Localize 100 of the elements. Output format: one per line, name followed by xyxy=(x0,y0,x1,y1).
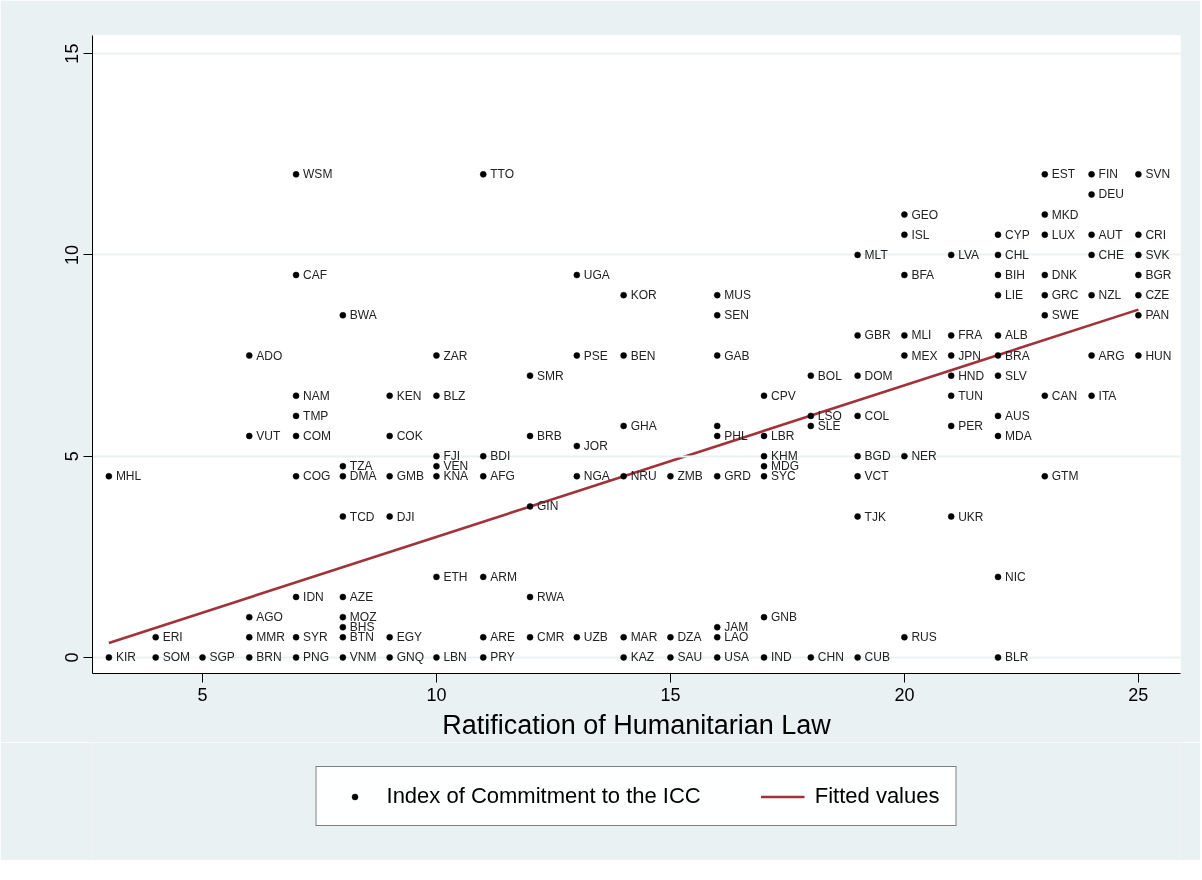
data-label: NIC xyxy=(1005,569,1026,584)
data-label: LVA xyxy=(958,247,980,262)
data-label: CYP xyxy=(1005,227,1030,242)
data-label: TUN xyxy=(958,388,983,403)
data-label: PSE xyxy=(583,348,608,363)
data-label: FRA xyxy=(958,328,983,343)
data-label: BOL xyxy=(817,368,843,383)
data-label: ALB xyxy=(1005,328,1028,343)
data-label: GAB xyxy=(724,348,750,363)
data-label: CAF xyxy=(303,268,328,282)
data-label: ETH xyxy=(443,569,468,584)
data-label: BWA xyxy=(349,308,377,323)
data-label: SMR xyxy=(537,368,565,383)
data-label: CHE xyxy=(1098,247,1124,262)
data-label: CHL xyxy=(1005,247,1030,262)
data-label: RWA xyxy=(537,590,565,605)
data-label: USA xyxy=(724,650,749,665)
data-label: COG xyxy=(303,469,331,484)
data-label: SEN xyxy=(724,308,749,323)
data-label: HND xyxy=(958,368,985,383)
data-label: LBR xyxy=(771,429,795,444)
data-label: FIN xyxy=(1098,167,1118,182)
data-label: ARG xyxy=(1098,348,1125,363)
data-label: GTM xyxy=(1051,469,1079,484)
data-label: AFG xyxy=(490,469,515,484)
data-label: CHN xyxy=(817,650,844,665)
data-label: MAR xyxy=(630,630,658,645)
data-label: NAM xyxy=(303,388,330,403)
data-label: SWE xyxy=(1051,308,1080,323)
data-label: LUX xyxy=(1051,227,1076,242)
data-label: EST xyxy=(1051,167,1076,182)
data-label: NGA xyxy=(583,469,610,484)
x-tick-label: 10 xyxy=(426,684,447,705)
data-label: LAO xyxy=(724,630,749,645)
data-label: DZA xyxy=(677,630,702,645)
x-tick-label: 15 xyxy=(660,684,681,705)
y-tick-label: 5 xyxy=(62,451,83,462)
data-label: LSO xyxy=(817,408,842,423)
data-label: HUN xyxy=(1145,348,1172,363)
data-label: RUS xyxy=(911,630,937,645)
data-label: VUT xyxy=(256,429,281,444)
data-label: SLV xyxy=(1005,368,1027,383)
data-label: LIE xyxy=(1005,288,1024,303)
data-label: MDA xyxy=(1005,429,1032,444)
data-label: LBN xyxy=(443,650,467,665)
legend-label: Fitted values xyxy=(814,783,940,809)
data-label: WSM xyxy=(303,167,333,182)
data-label: MHL xyxy=(115,469,142,484)
data-label: IND xyxy=(771,650,793,665)
data-label: BLZ xyxy=(443,388,466,403)
data-label: JPN xyxy=(958,348,981,363)
data-label: ARE xyxy=(490,630,515,645)
data-label: KEN xyxy=(396,388,422,403)
data-label: COL xyxy=(864,408,890,423)
data-label: PER xyxy=(958,418,984,433)
data-label: BFA xyxy=(911,268,935,282)
data-label: PRY xyxy=(490,650,515,665)
data-label: ARM xyxy=(490,569,517,584)
data-label: GNB xyxy=(771,610,798,625)
data-label: BGR xyxy=(1145,268,1172,282)
x-tick-label: 5 xyxy=(197,684,208,705)
data-label: UKR xyxy=(958,509,984,524)
data-label: VNM xyxy=(349,650,377,665)
data-label: CPV xyxy=(771,388,796,403)
data-label: GNQ xyxy=(396,650,424,665)
data-label: ZAR xyxy=(443,348,468,363)
data-label: AUS xyxy=(1005,408,1030,423)
data-label: BRA xyxy=(1005,348,1030,363)
data-label: DMA xyxy=(349,469,377,484)
data-label: CRI xyxy=(1145,227,1167,242)
data-label: GEO xyxy=(911,207,939,222)
data-label: ZMB xyxy=(677,469,703,484)
data-label: TJK xyxy=(864,509,886,524)
data-label: BTN xyxy=(349,630,374,645)
data-label: NRU xyxy=(630,469,657,484)
data-label: SVN xyxy=(1145,167,1171,182)
data-label: SYC xyxy=(771,469,797,484)
data-label: GHA xyxy=(630,418,657,433)
data-label: AZE xyxy=(349,590,374,605)
data-label: MMR xyxy=(256,630,286,645)
data-label: UGA xyxy=(583,268,610,282)
data-label: DOM xyxy=(864,368,893,383)
x-tick-label: 20 xyxy=(894,684,915,705)
data-label: GIN xyxy=(537,499,559,514)
data-label: MLI xyxy=(911,328,932,343)
data-label: BDI xyxy=(490,449,511,464)
data-label: TMP xyxy=(303,408,329,423)
y-tick-label: 0 xyxy=(62,652,83,663)
data-label: SAU xyxy=(677,650,703,665)
data-label: TCD xyxy=(349,509,375,524)
data-label: NER xyxy=(911,449,938,464)
data-label: AGO xyxy=(256,610,283,625)
data-label: GMB xyxy=(396,469,424,484)
legend-label: Index of Commitment to the ICC xyxy=(386,783,701,809)
data-label: GRD xyxy=(724,469,752,484)
data-label: PNG xyxy=(303,650,330,665)
data-label: MKD xyxy=(1051,207,1079,222)
data-label: COM xyxy=(303,429,332,444)
data-label: MLT xyxy=(864,247,889,262)
data-label: NZL xyxy=(1098,288,1122,303)
